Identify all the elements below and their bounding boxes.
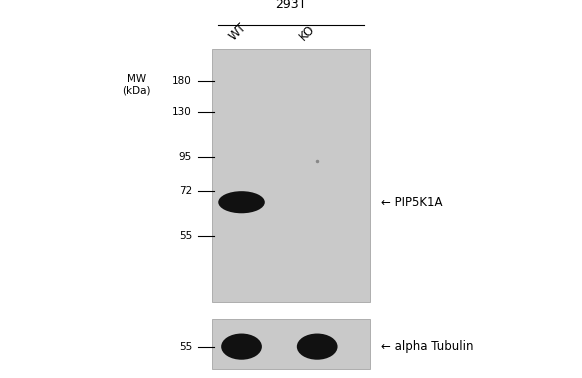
Ellipse shape bbox=[221, 333, 262, 360]
Text: 95: 95 bbox=[179, 152, 192, 162]
Text: ← alpha Tubulin: ← alpha Tubulin bbox=[381, 340, 474, 353]
Text: 180: 180 bbox=[172, 76, 192, 86]
Text: 55: 55 bbox=[179, 342, 192, 352]
Text: WT: WT bbox=[226, 21, 249, 43]
Text: MW
(kDa): MW (kDa) bbox=[123, 74, 151, 95]
Text: 72: 72 bbox=[179, 186, 192, 196]
Text: 130: 130 bbox=[172, 107, 192, 116]
Ellipse shape bbox=[218, 191, 265, 213]
Text: ← PIP5K1A: ← PIP5K1A bbox=[381, 196, 443, 209]
Text: 293T: 293T bbox=[275, 0, 307, 11]
Text: 55: 55 bbox=[179, 231, 192, 241]
Ellipse shape bbox=[297, 333, 338, 360]
Text: KO: KO bbox=[296, 23, 317, 43]
Bar bbox=[212, 49, 370, 302]
Bar bbox=[212, 319, 370, 369]
